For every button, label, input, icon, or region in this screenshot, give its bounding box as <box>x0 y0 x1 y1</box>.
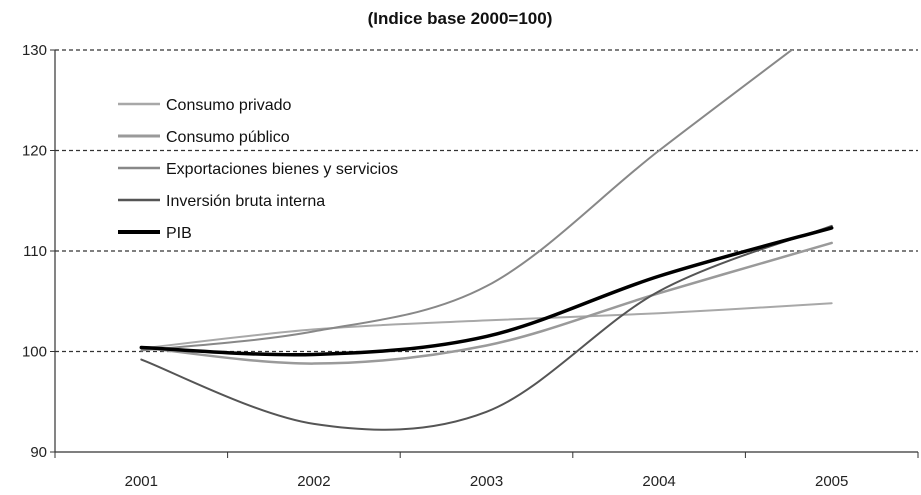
x-tick-label: 2003 <box>470 473 503 490</box>
series-line-1 <box>140 302 833 350</box>
x-tick-label: 2004 <box>642 473 675 490</box>
x-tick-label: 2002 <box>297 473 330 490</box>
legend: Consumo privado Consumo público Exportacio… <box>110 92 480 244</box>
series-line-5 <box>139 226 834 357</box>
x-tick-label: 2005 <box>815 473 848 490</box>
y-tick-label: 130 <box>22 42 47 59</box>
series-lines <box>139 50 834 431</box>
x-tick-label: 2001 <box>125 473 158 490</box>
legend-label: PIB <box>166 225 192 242</box>
series-line-4 <box>140 224 833 431</box>
y-axis-ticks: 90 100 110 120 130 <box>22 42 55 461</box>
chart-title: (Indice base 2000=100) <box>368 9 553 28</box>
y-tick-label: 90 <box>30 444 47 461</box>
series-line-3 <box>140 50 794 352</box>
series-line-2 <box>140 241 833 365</box>
y-tick-label: 110 <box>23 243 47 260</box>
legend-bg <box>110 124 480 148</box>
y-tick-label: 120 <box>22 143 47 160</box>
x-axis-ticks: 2001 2002 2003 2004 2005 <box>54 452 919 490</box>
legend-label: Consumo privado <box>166 97 292 114</box>
legend-bg <box>110 156 480 180</box>
legend-bg <box>110 188 480 212</box>
legend-label: Exportaciones bienes y servicios <box>166 161 398 178</box>
legend-label: Inversión bruta interna <box>166 193 325 210</box>
legend-bg <box>110 220 480 244</box>
legend-label: Consumo público <box>166 129 290 146</box>
legend-bg <box>110 92 480 116</box>
y-tick-label: 100 <box>22 344 47 361</box>
